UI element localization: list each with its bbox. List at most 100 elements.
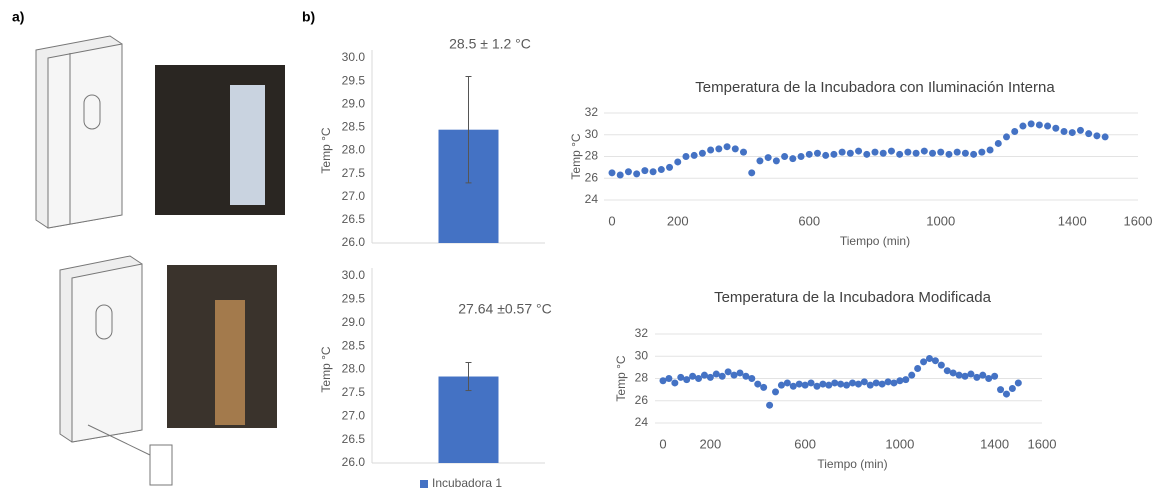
point — [798, 153, 805, 160]
x-tick-label: 200 — [667, 213, 689, 228]
point — [756, 157, 763, 164]
point — [641, 167, 648, 174]
x-tick-label: 1400 — [1058, 213, 1087, 228]
point — [1003, 133, 1010, 140]
photo-light — [230, 85, 265, 205]
point — [831, 379, 838, 386]
legend-label: Incubadora 1 — [432, 476, 502, 489]
chart-title: Temperatura de la Incubadora con Ilumina… — [695, 79, 1055, 96]
point — [830, 151, 837, 158]
point — [683, 376, 690, 383]
point — [724, 143, 731, 150]
point — [633, 170, 640, 177]
point — [847, 150, 854, 157]
x-axis-label: Tiempo (min) — [840, 234, 910, 248]
legend-swatch — [420, 480, 428, 488]
point — [814, 150, 821, 157]
photo-wood — [215, 300, 245, 425]
annotation: 28.5 ± 1.2 °C — [449, 36, 531, 52]
point — [682, 153, 689, 160]
point — [1019, 123, 1026, 130]
point — [896, 151, 903, 158]
x-tick-label: 1600 — [1028, 436, 1057, 451]
point — [904, 149, 911, 156]
point — [967, 371, 974, 378]
panel-label: b) — [302, 9, 315, 25]
x-tick-label: 1000 — [885, 436, 914, 451]
point — [1003, 391, 1010, 398]
point — [873, 379, 880, 386]
point — [671, 379, 678, 386]
point — [625, 168, 632, 175]
point — [921, 148, 928, 155]
y-tick-label: 32 — [585, 105, 599, 119]
y-tick-label: 24 — [585, 192, 599, 206]
point — [1052, 125, 1059, 132]
y-tick-label: 30 — [585, 127, 599, 141]
point — [1061, 128, 1068, 135]
point — [1009, 385, 1016, 392]
point — [908, 372, 915, 379]
point — [796, 381, 803, 388]
y-tick-label: 28.5 — [342, 338, 366, 352]
point — [872, 149, 879, 156]
point — [861, 378, 868, 385]
point — [674, 158, 681, 165]
point — [707, 146, 714, 153]
point — [650, 168, 657, 175]
point — [789, 155, 796, 162]
point — [837, 381, 844, 388]
y-tick-label: 26.5 — [342, 212, 366, 226]
y-tick-label: 30 — [635, 348, 649, 362]
point — [1085, 130, 1092, 137]
y-tick-label: 29.0 — [342, 315, 366, 329]
y-axis-label: Temp °C — [614, 355, 628, 401]
point — [658, 166, 665, 173]
point — [914, 365, 921, 372]
y-tick-label: 26.5 — [342, 432, 366, 446]
y-tick-label: 26.0 — [342, 455, 366, 469]
point — [773, 157, 780, 164]
point — [880, 150, 887, 157]
y-tick-label: 24 — [635, 415, 649, 429]
point — [784, 379, 791, 386]
point — [808, 379, 815, 386]
x-tick-label: 600 — [794, 436, 816, 451]
y-axis-label: Temp °C — [319, 346, 333, 392]
point — [954, 149, 961, 156]
point — [997, 386, 1004, 393]
point — [765, 154, 772, 161]
point — [806, 151, 813, 158]
point — [863, 151, 870, 158]
y-axis-label: Temp °C — [319, 127, 333, 173]
photo — [155, 65, 285, 215]
point — [945, 151, 952, 158]
point — [995, 140, 1002, 147]
point — [978, 149, 985, 156]
point — [695, 375, 702, 382]
point — [754, 381, 761, 388]
x-tick-label: 200 — [700, 436, 722, 451]
chart-title: Temperatura de la Incubadora Modificada — [714, 289, 991, 306]
y-tick-label: 26.0 — [342, 235, 366, 249]
point — [666, 164, 673, 171]
point — [849, 379, 856, 386]
point — [888, 148, 895, 155]
y-tick-label: 29.0 — [342, 96, 366, 110]
point — [1011, 128, 1018, 135]
point — [699, 150, 706, 157]
y-tick-label: 32 — [635, 326, 649, 340]
point — [962, 150, 969, 157]
point — [937, 149, 944, 156]
x-tick-label: 600 — [798, 213, 820, 228]
point — [1069, 129, 1076, 136]
point — [715, 145, 722, 152]
point — [748, 375, 755, 382]
y-tick-label: 29.5 — [342, 292, 366, 306]
point — [855, 148, 862, 155]
point — [839, 149, 846, 156]
x-tick-label: 0 — [608, 213, 615, 228]
x-tick-label: 1400 — [980, 436, 1009, 451]
point — [929, 150, 936, 157]
y-axis-label: Temp °C — [569, 133, 583, 179]
